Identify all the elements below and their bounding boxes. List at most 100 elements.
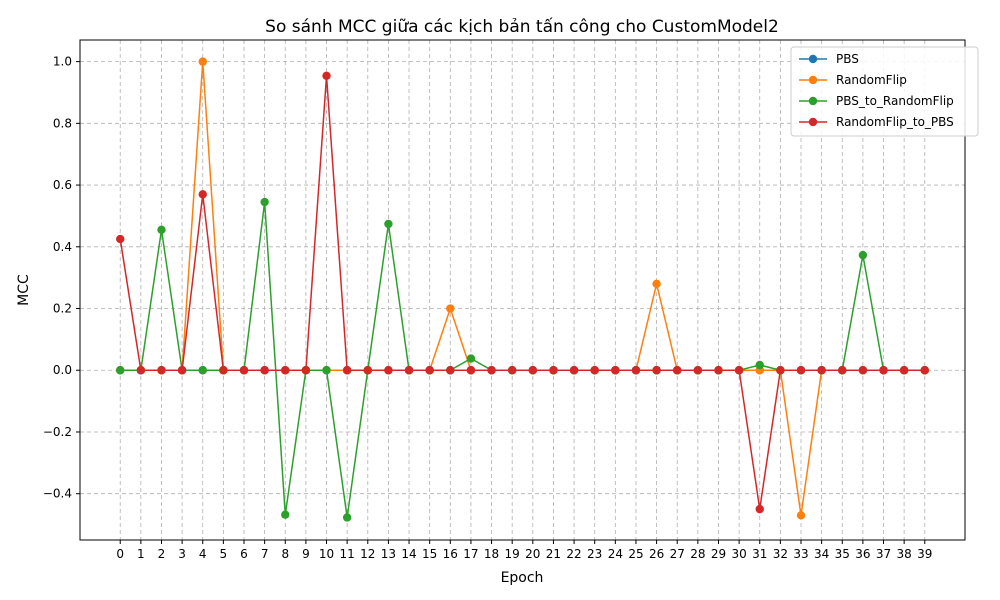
data-point-randomflip-to-pbs <box>177 366 187 375</box>
data-point-randomflip-to-pbs <box>219 366 228 375</box>
data-point-randomflip-to-pbs <box>879 366 888 375</box>
data-point-randomflip-to-pbs <box>384 366 393 375</box>
data-point-randomflip-to-pbs <box>466 366 476 375</box>
plot-frame <box>79 39 966 541</box>
data-point-randomflip-to-pbs <box>631 366 641 375</box>
x-tick-label: 14 <box>401 547 416 561</box>
data-point-randomflip-to-pbs <box>755 504 764 514</box>
data-point-randomflip <box>652 279 661 289</box>
x-tick-label: 20 <box>525 547 540 561</box>
data-point-pbs-to-randomflip <box>858 250 868 260</box>
x-tick-label: 19 <box>505 547 520 561</box>
data-point-randomflip-to-pbs <box>920 366 929 375</box>
data-point-pbs-to-randomflip <box>342 513 352 522</box>
data-point-pbs-to-randomflip <box>322 366 331 375</box>
data-point-randomflip-to-pbs <box>136 366 146 375</box>
series-layer <box>116 57 929 522</box>
x-tick-label: 7 <box>261 547 269 561</box>
y-tick-label: 0.4 <box>53 240 72 254</box>
x-tick-label: 32 <box>773 547 788 561</box>
x-axis-ticks: 0 1 2 3 4 5 6 7 8 9 10 11 12 13 14 15 16 17 18 19 20 21 22 23 24… <box>116 540 932 561</box>
x-tick-label: 1 <box>137 547 145 561</box>
data-point-randomflip-to-pbs <box>363 366 372 375</box>
x-tick-label: 24 <box>608 547 623 561</box>
data-point-randomflip <box>198 57 207 66</box>
series-line-randomflip-to-pbs <box>119 75 925 510</box>
data-point-pbs-to-randomflip <box>384 219 393 229</box>
data-point-pbs-to-randomflip <box>116 366 125 375</box>
legend-entry-randomflip: RandomFlip <box>799 73 907 87</box>
x-tick-label: 5 <box>220 547 228 561</box>
legend-swatch-marker <box>808 54 818 64</box>
data-point-randomflip-to-pbs <box>281 366 290 375</box>
x-tick-label: 26 <box>649 547 664 561</box>
x-tick-label: 17 <box>463 547 478 561</box>
legend: PBS RandomFlip PBS_to_RandomFlip RandomFlip… <box>790 46 979 137</box>
x-tick-label: 23 <box>587 547 602 561</box>
x-tick-label: 4 <box>199 547 207 561</box>
data-point-randomflip-to-pbs <box>239 366 249 375</box>
data-point-randomflip-to-pbs <box>611 366 620 375</box>
data-point-pbs-to-randomflip <box>755 360 764 370</box>
data-point-pbs-to-randomflip <box>198 366 207 375</box>
x-tick-label: 13 <box>381 547 396 561</box>
data-point-randomflip-to-pbs <box>693 366 703 375</box>
y-tick-label: 1.0 <box>53 55 72 69</box>
x-tick-label: 12 <box>360 547 375 561</box>
data-point-randomflip-to-pbs <box>838 366 847 375</box>
x-tick-label: 3 <box>178 547 186 561</box>
x-tick-label: 11 <box>340 547 355 561</box>
data-point-randomflip-to-pbs <box>734 366 744 375</box>
data-point-randomflip-to-pbs <box>549 366 558 375</box>
x-tick-label: 37 <box>876 547 891 561</box>
data-point-randomflip-to-pbs <box>404 366 414 375</box>
x-tick-label: 8 <box>281 547 289 561</box>
legend-label: RandomFlip <box>836 73 907 87</box>
y-tick-label: 0.6 <box>53 178 72 192</box>
x-tick-label: 15 <box>422 547 437 561</box>
x-tick-label: 18 <box>484 547 499 561</box>
data-point-randomflip-to-pbs <box>528 366 538 375</box>
data-point-randomflip-to-pbs <box>817 366 826 375</box>
legend-label: PBS_to_RandomFlip <box>836 94 954 108</box>
data-point-pbs-to-randomflip <box>157 225 166 235</box>
x-tick-label: 6 <box>240 547 248 561</box>
chart-title: So sánh MCC giữa các kịch bản tấn công c… <box>265 16 779 37</box>
x-tick-label: 25 <box>628 547 643 561</box>
x-tick-label: 35 <box>835 547 850 561</box>
x-tick-label: 2 <box>158 547 166 561</box>
data-point-randomflip-to-pbs <box>673 366 682 375</box>
x-tick-label: 39 <box>917 547 932 561</box>
data-point-randomflip <box>796 511 806 520</box>
data-point-randomflip-to-pbs <box>714 366 723 375</box>
x-tick-label: 28 <box>690 547 705 561</box>
data-point-randomflip-to-pbs <box>425 366 434 375</box>
x-tick-label: 29 <box>711 547 726 561</box>
x-tick-label: 0 <box>116 547 124 561</box>
data-point-randomflip-to-pbs <box>776 366 785 375</box>
legend-box <box>790 46 979 137</box>
x-tick-label: 30 <box>731 547 746 561</box>
data-point-randomflip-to-pbs <box>157 366 166 375</box>
data-point-randomflip-to-pbs <box>899 366 909 375</box>
legend-label: RandomFlip_to_PBS <box>836 115 954 129</box>
y-tick-label: 0.0 <box>53 363 72 377</box>
data-point-randomflip-to-pbs <box>260 366 269 375</box>
series-randomflip-to-pbs <box>116 71 929 514</box>
x-tick-label: 38 <box>897 547 912 561</box>
data-point-randomflip-to-pbs <box>507 366 517 375</box>
data-point-pbs-to-randomflip <box>466 354 476 363</box>
x-tick-label: 33 <box>793 547 808 561</box>
grid <box>80 40 965 540</box>
legend-swatch-marker <box>808 75 818 85</box>
data-point-randomflip <box>446 304 455 313</box>
y-tick-label: 0.2 <box>53 302 72 316</box>
x-tick-label: 9 <box>302 547 310 561</box>
y-tick-label: −0.2 <box>43 425 72 439</box>
x-tick-label: 34 <box>814 547 829 561</box>
data-point-randomflip-to-pbs <box>652 366 661 375</box>
data-point-randomflip-to-pbs <box>301 366 311 375</box>
data-point-randomflip-to-pbs <box>487 366 496 375</box>
x-tick-label: 16 <box>443 547 458 561</box>
legend-swatch-marker <box>808 117 818 127</box>
